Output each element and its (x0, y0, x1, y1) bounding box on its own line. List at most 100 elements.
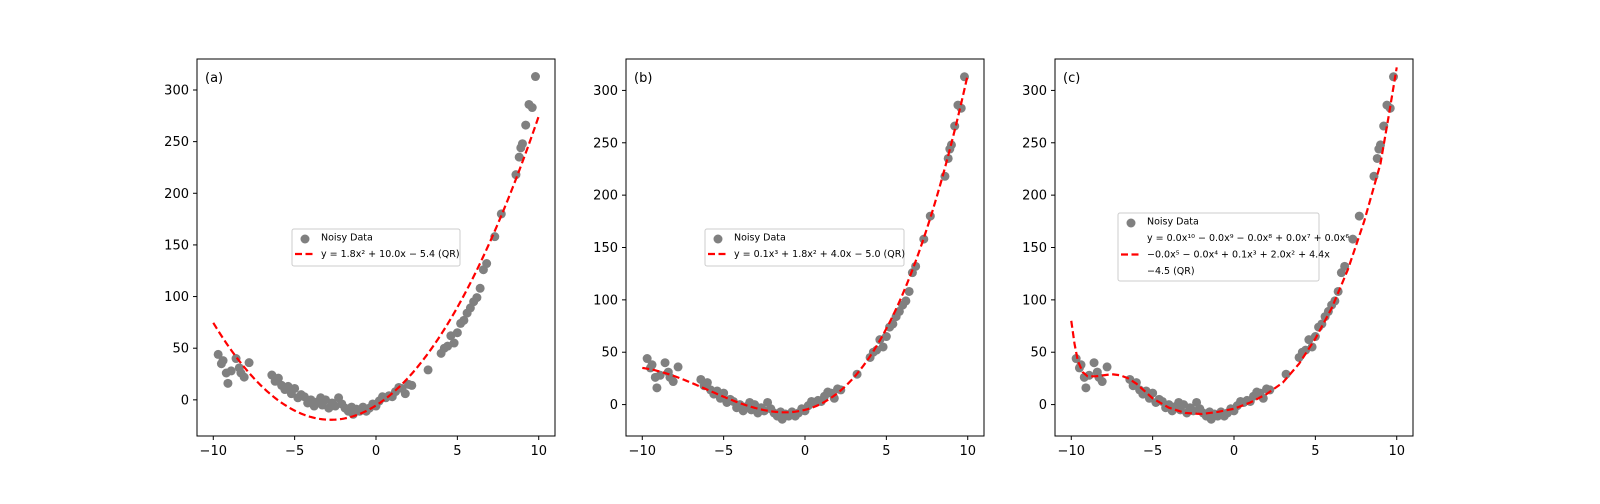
panel-label: (c) (1063, 71, 1080, 86)
data-point (530, 72, 540, 82)
fit-curve (1070, 67, 1398, 416)
legend-label: −4.5 (QR) (1147, 266, 1195, 277)
y-tick-label: 300 (1022, 84, 1047, 99)
data-point (655, 370, 665, 380)
data-point (673, 362, 683, 372)
y-tick-label: 0 (610, 398, 618, 413)
x-tick-label: −10 (1058, 444, 1085, 459)
data-point (273, 373, 283, 383)
y-tick-label: 200 (593, 189, 618, 204)
x-tick-label: 5 (882, 444, 890, 459)
x-tick-label: 10 (530, 444, 547, 459)
data-point (1084, 370, 1094, 380)
data-point (218, 356, 228, 366)
data-point (213, 349, 223, 359)
data-point (1354, 211, 1364, 221)
x-tick-label: 0 (801, 444, 809, 459)
y-tick-label: 50 (1030, 346, 1047, 361)
data-point (452, 328, 462, 338)
y-tick-label: 250 (1022, 136, 1047, 151)
legend-box (1117, 212, 1320, 282)
legend: Noisy Data y = 0.1x³ + 1.8x² + 4.0x − 5.0… (704, 228, 905, 267)
data-point (482, 259, 492, 269)
data-point (223, 378, 233, 388)
data-point (1071, 354, 1081, 364)
data-point (901, 296, 911, 306)
y-tick-label: 0 (181, 393, 189, 408)
data-point (407, 380, 417, 390)
y-tick-label: 200 (164, 187, 189, 202)
data-point (1307, 342, 1317, 352)
data-point (449, 338, 459, 348)
y-tick-label: 250 (164, 135, 189, 150)
data-point (475, 283, 485, 293)
data-point (290, 383, 300, 393)
x-tick-label: 0 (1230, 444, 1238, 459)
x-tick-label: −10 (200, 444, 227, 459)
y-tick-label: 150 (1022, 241, 1047, 256)
x-tick-label: 10 (1388, 444, 1405, 459)
legend: Noisy Data y = 0.0x¹⁰ − 0.0x⁹ − 0.0x⁸ + 0… (1117, 212, 1349, 282)
data-point (719, 388, 729, 398)
data-point (652, 383, 662, 393)
x-tick-label: −5 (285, 444, 304, 459)
data-point (1097, 377, 1107, 387)
y-tick-label: 300 (164, 83, 189, 98)
data-point (702, 378, 712, 388)
legend-label: y = 1.8x² + 10.0x − 5.4 (QR) (321, 249, 460, 260)
data-point (881, 332, 891, 342)
y-tick-label: 150 (593, 241, 618, 256)
legend-label: y = 0.0x¹⁰ − 0.0x⁹ − 0.0x⁸ + 0.0x⁷ + 0.0… (1147, 233, 1349, 244)
legend-box (291, 228, 461, 267)
data-point (1388, 72, 1398, 82)
data-point (1281, 369, 1291, 379)
data-point (1340, 261, 1350, 271)
legend: Noisy Data y = 1.8x² + 10.0x − 5.4 (QR) (291, 228, 461, 267)
data-point (423, 365, 433, 375)
x-tick-label: 5 (1311, 444, 1319, 459)
y-tick-label: 0 (1039, 398, 1047, 413)
x-tick-label: −5 (1143, 444, 1162, 459)
y-tick-label: 300 (593, 84, 618, 99)
plot-area (642, 72, 969, 424)
panel-label: (a) (205, 71, 223, 86)
y-tick-label: 250 (593, 136, 618, 151)
data-point (647, 360, 657, 370)
data-point (1081, 383, 1091, 393)
data-point (911, 261, 921, 271)
fit-curve (212, 115, 540, 421)
data-point (527, 103, 537, 113)
data-point (940, 171, 950, 181)
legend-label: y = 0.1x³ + 1.8x² + 4.0x − 5.0 (QR) (734, 249, 905, 260)
data-point (490, 232, 500, 242)
data-point (904, 286, 914, 296)
panel-label: (b) (634, 71, 652, 86)
y-tick-label: 50 (172, 342, 189, 357)
legend-marker-scatter (1126, 218, 1136, 228)
y-tick-label: 50 (601, 346, 618, 361)
fit-curve (642, 74, 969, 414)
y-tick-label: 100 (1022, 293, 1047, 308)
data-point (517, 139, 527, 149)
legend-label: Noisy Data (321, 233, 373, 244)
data-point (400, 389, 410, 399)
y-tick-label: 150 (164, 238, 189, 253)
data-point (244, 358, 254, 368)
x-tick-label: −10 (629, 444, 656, 459)
legend-marker-scatter (713, 234, 723, 244)
plot-area (212, 72, 540, 421)
data-point (668, 377, 678, 387)
data-point (878, 342, 888, 352)
data-point (642, 354, 652, 364)
data-point (514, 152, 524, 162)
data-point (521, 120, 531, 130)
data-point (1102, 362, 1112, 372)
y-tick-label: 200 (1022, 189, 1047, 204)
y-tick-label: 100 (593, 293, 618, 308)
legend-marker-scatter (300, 234, 310, 244)
